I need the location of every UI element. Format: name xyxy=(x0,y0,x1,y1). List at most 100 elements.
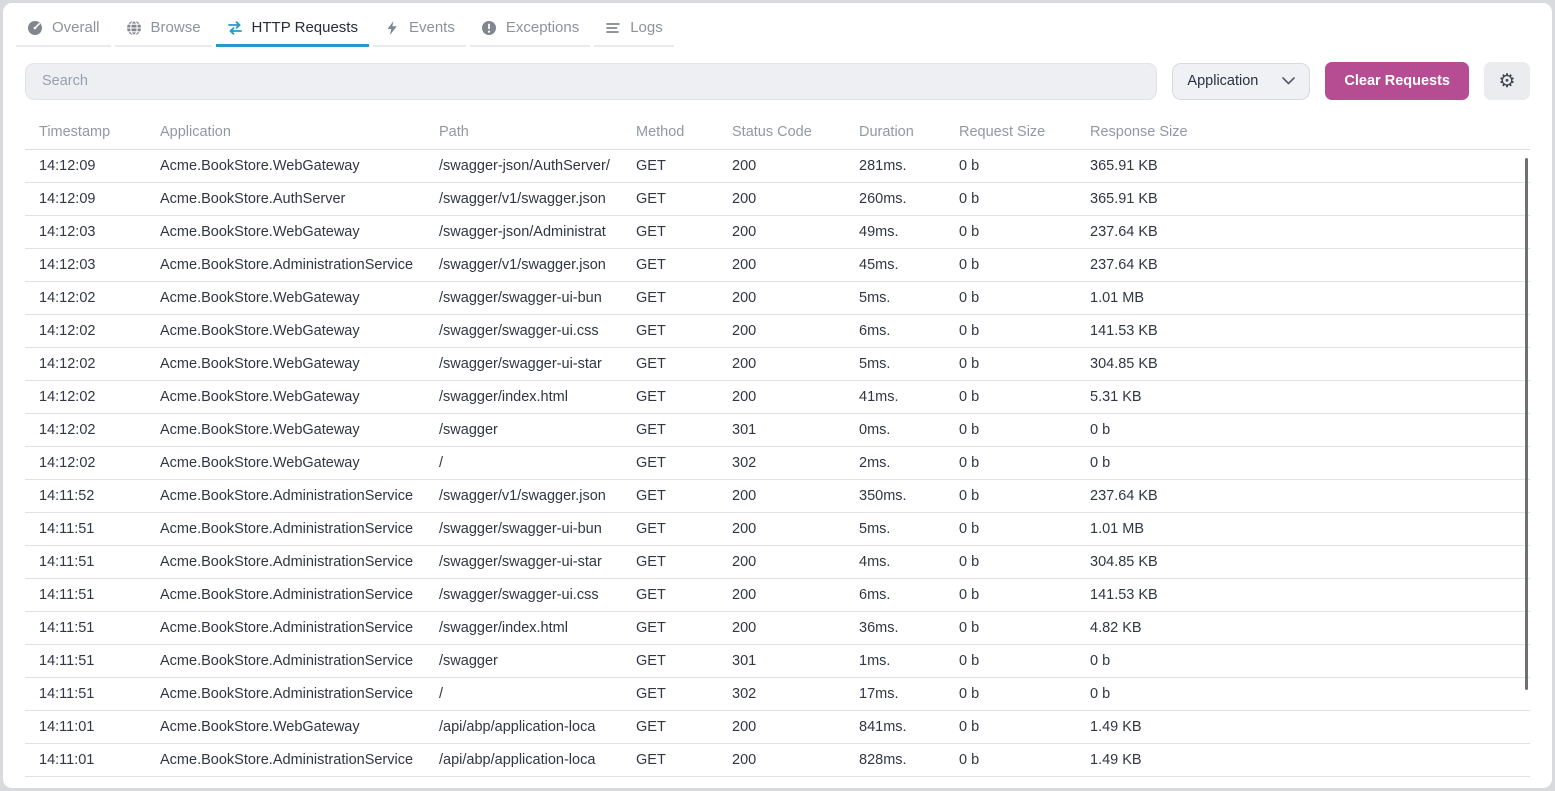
tab-logs[interactable]: Logs xyxy=(594,11,674,47)
cell-response-size: 304.85 KB xyxy=(1090,356,1158,372)
table-row[interactable]: 14:12:02 Acme.BookStore.WebGateway /swag… xyxy=(25,315,1530,348)
cell-request-size: 0 b xyxy=(959,323,980,339)
col-header-application: Application xyxy=(160,123,231,140)
table-row[interactable]: 14:11:01 Acme.BookStore.WebGateway /api/… xyxy=(25,711,1530,744)
cell-status-code: 200 xyxy=(732,488,757,504)
table-row[interactable]: 14:12:02 Acme.BookStore.WebGateway / GET… xyxy=(25,447,1530,480)
table-row[interactable]: 14:12:02 Acme.BookStore.WebGateway /swag… xyxy=(25,282,1530,315)
http-requests-table: Timestamp Application Path Method Status… xyxy=(25,114,1530,777)
cell-method: GET xyxy=(636,422,666,438)
cell-application: Acme.BookStore.AdministrationService xyxy=(160,521,414,537)
toolbar: Application Clear Requests ⚙︎ xyxy=(25,62,1530,100)
cell-path: /swagger/v1/swagger.json xyxy=(439,488,606,504)
cell-method: GET xyxy=(636,224,666,240)
cell-request-size: 0 b xyxy=(959,488,980,504)
cell-path: /swagger-json/AuthServer/ xyxy=(439,158,610,174)
cell-method: GET xyxy=(636,653,666,669)
cell-path: /swagger/swagger-ui.css xyxy=(439,587,599,603)
cell-path: /swagger/v1/swagger.json xyxy=(439,191,606,207)
cell-timestamp: 14:12:03 xyxy=(39,257,96,273)
cell-response-size: 237.64 KB xyxy=(1090,257,1158,273)
cell-timestamp: 14:12:09 xyxy=(39,191,96,207)
cell-status-code: 200 xyxy=(732,356,757,372)
tab-overall[interactable]: Overall xyxy=(16,11,111,47)
cell-duration: 2ms. xyxy=(859,455,891,471)
cell-path: /swagger xyxy=(439,422,498,438)
cell-status-code: 200 xyxy=(732,752,757,768)
cell-response-size: 237.64 KB xyxy=(1090,488,1158,504)
cell-response-size: 365.91 KB xyxy=(1090,191,1158,207)
cell-path: /swagger/swagger-ui-bun xyxy=(439,290,602,306)
gauge-icon xyxy=(27,20,43,36)
cell-timestamp: 14:12:03 xyxy=(39,224,96,240)
table-row[interactable]: 14:11:51 Acme.BookStore.AdministrationSe… xyxy=(25,513,1530,546)
tab-browse[interactable]: Browse xyxy=(114,11,212,47)
application-filter-dropdown[interactable]: Application xyxy=(1172,62,1311,100)
cell-path: /swagger/swagger-ui.css xyxy=(439,323,599,339)
table-row[interactable]: 14:12:03 Acme.BookStore.AdministrationSe… xyxy=(25,249,1530,282)
tab-http-requests[interactable]: HTTP Requests xyxy=(215,11,369,47)
cell-response-size: 141.53 KB xyxy=(1090,323,1158,339)
cell-response-size: 237.64 KB xyxy=(1090,224,1158,240)
table-row[interactable]: 14:11:52 Acme.BookStore.AdministrationSe… xyxy=(25,480,1530,513)
cell-method: GET xyxy=(636,455,666,471)
cell-method: GET xyxy=(636,389,666,405)
search-input[interactable] xyxy=(25,62,1158,100)
table-row[interactable]: 14:11:51 Acme.BookStore.AdministrationSe… xyxy=(25,612,1530,645)
cell-application: Acme.BookStore.AdministrationService xyxy=(160,587,414,603)
cell-duration: 5ms. xyxy=(859,356,891,372)
cell-timestamp: 14:11:51 xyxy=(39,521,95,537)
table-row[interactable]: 14:12:09 Acme.BookStore.WebGateway /swag… xyxy=(25,150,1530,183)
cell-status-code: 200 xyxy=(732,719,757,735)
cell-duration: 6ms. xyxy=(859,587,891,603)
cell-path: /swagger/swagger-ui-bun xyxy=(439,521,602,537)
table-row[interactable]: 14:11:51 Acme.BookStore.AdministrationSe… xyxy=(25,678,1530,711)
tab-events[interactable]: Events xyxy=(372,11,466,47)
cell-application: Acme.BookStore.AdministrationService xyxy=(160,257,414,273)
clear-requests-button[interactable]: Clear Requests xyxy=(1325,62,1469,100)
cell-timestamp: 14:11:51 xyxy=(39,554,95,570)
cell-response-size: 365.91 KB xyxy=(1090,158,1158,174)
cell-path: /swagger xyxy=(439,653,498,669)
cell-application: Acme.BookStore.WebGateway xyxy=(160,323,360,339)
tab-exceptions[interactable]: Exceptions xyxy=(469,11,591,47)
cell-application: Acme.BookStore.AdministrationService xyxy=(160,620,414,636)
cell-request-size: 0 b xyxy=(959,422,980,438)
settings-button[interactable]: ⚙︎ xyxy=(1484,62,1530,100)
cell-method: GET xyxy=(636,620,666,636)
col-header-duration: Duration xyxy=(859,123,914,140)
cell-application: Acme.BookStore.AdministrationService xyxy=(160,653,414,669)
cell-timestamp: 14:11:52 xyxy=(39,488,95,504)
table-row[interactable]: 14:12:02 Acme.BookStore.WebGateway /swag… xyxy=(25,414,1530,447)
cell-application: Acme.BookStore.AdministrationService xyxy=(160,488,414,504)
cell-duration: 6ms. xyxy=(859,323,891,339)
cell-application: Acme.BookStore.WebGateway xyxy=(160,389,360,405)
table-row[interactable]: 14:11:01 Acme.BookStore.AdministrationSe… xyxy=(25,744,1530,777)
cell-timestamp: 14:12:02 xyxy=(39,422,96,438)
cell-application: Acme.BookStore.WebGateway xyxy=(160,224,360,240)
table-row[interactable]: 14:11:51 Acme.BookStore.AdministrationSe… xyxy=(25,579,1530,612)
cell-application: Acme.BookStore.AdministrationService xyxy=(160,752,414,768)
cell-duration: 841ms. xyxy=(859,719,907,735)
tab-bar: Overall Browse HTTP Requests Events Exce… xyxy=(16,11,1552,47)
table-row[interactable]: 14:11:51 Acme.BookStore.AdministrationSe… xyxy=(25,546,1530,579)
table-row[interactable]: 14:12:03 Acme.BookStore.WebGateway /swag… xyxy=(25,216,1530,249)
table-row[interactable]: 14:11:51 Acme.BookStore.AdministrationSe… xyxy=(25,645,1530,678)
cell-application: Acme.BookStore.WebGateway xyxy=(160,422,360,438)
cell-request-size: 0 b xyxy=(959,587,980,603)
table-row[interactable]: 14:12:02 Acme.BookStore.WebGateway /swag… xyxy=(25,348,1530,381)
cell-duration: 5ms. xyxy=(859,290,891,306)
cell-timestamp: 14:11:51 xyxy=(39,686,95,702)
col-header-path: Path xyxy=(439,123,469,140)
gear-icon: ⚙︎ xyxy=(1498,70,1516,92)
table-row[interactable]: 14:12:09 Acme.BookStore.AuthServer /swag… xyxy=(25,183,1530,216)
vertical-scrollbar-thumb[interactable] xyxy=(1525,158,1528,690)
cell-response-size: 0 b xyxy=(1090,653,1111,669)
cell-duration: 1ms. xyxy=(859,653,891,669)
cell-application: Acme.BookStore.WebGateway xyxy=(160,158,360,174)
table-row[interactable]: 14:12:02 Acme.BookStore.WebGateway /swag… xyxy=(25,381,1530,414)
cell-duration: 260ms. xyxy=(859,191,907,207)
col-header-response-size: Response Size xyxy=(1090,123,1188,140)
cell-duration: 45ms. xyxy=(859,257,899,273)
